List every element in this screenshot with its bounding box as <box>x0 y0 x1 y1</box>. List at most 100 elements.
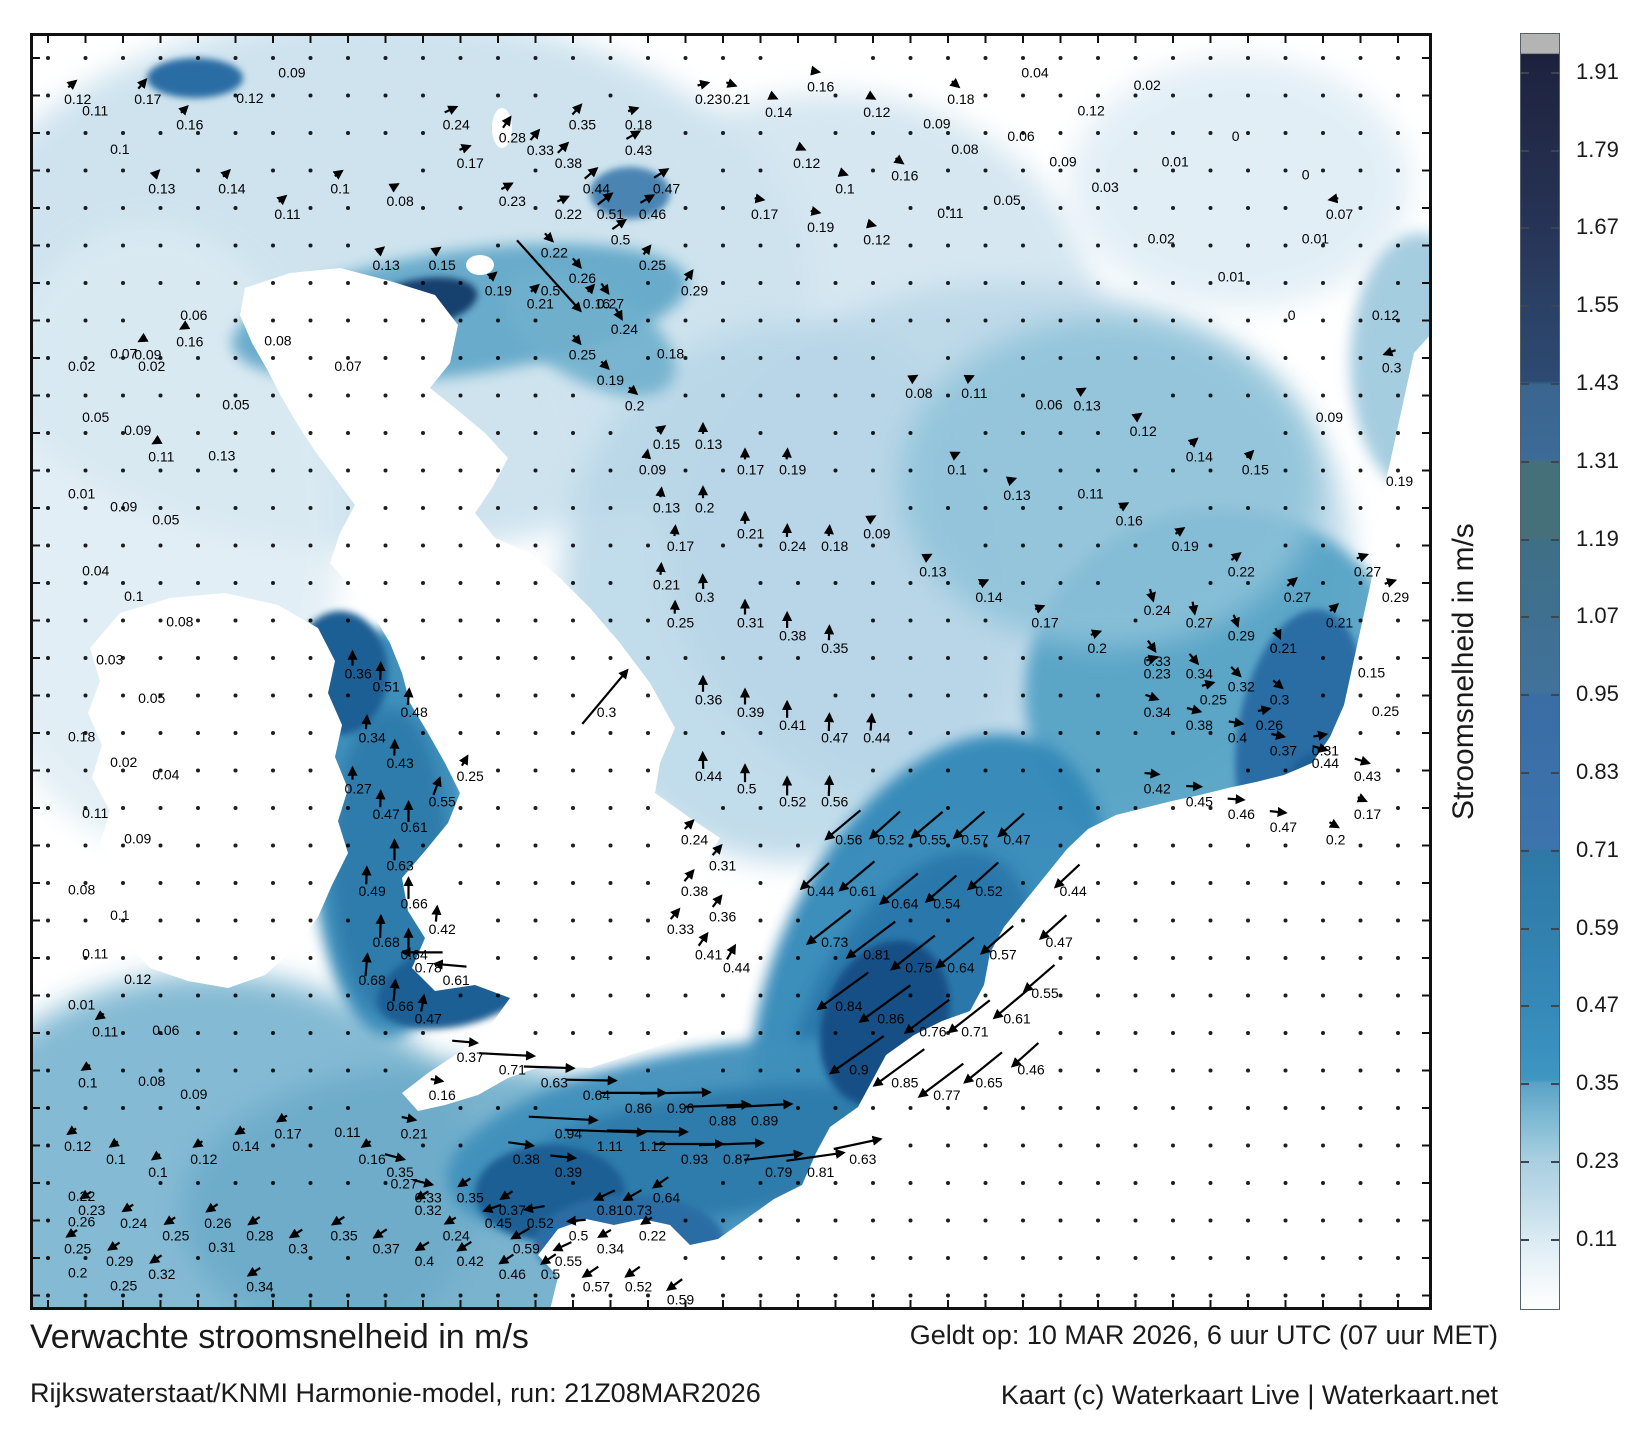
grid-dot <box>196 1293 200 1298</box>
speed-value: 0.13 <box>1074 398 1101 414</box>
grid-dot <box>496 656 500 660</box>
grid-dot <box>121 206 125 210</box>
current-arrow <box>627 384 639 396</box>
grid-dot <box>121 1106 125 1110</box>
grid-dot <box>1096 768 1100 773</box>
grid-dot <box>271 731 275 735</box>
grid-dot <box>646 731 650 735</box>
grid-dot <box>271 1143 275 1148</box>
grid-dot <box>83 618 88 623</box>
grid-dot <box>571 1293 575 1298</box>
speed-value: 0.39 <box>737 704 764 720</box>
grid-dot <box>46 1293 50 1298</box>
grid-dot <box>758 806 763 810</box>
grid-dot <box>158 131 163 135</box>
grid-dot <box>1396 1181 1400 1185</box>
current-arrow <box>824 624 835 641</box>
speed-value: 0.86 <box>625 1100 652 1116</box>
grid-dot <box>1208 506 1213 510</box>
grid-dot <box>1171 393 1175 398</box>
grid-dot <box>608 1031 613 1035</box>
current-arrow <box>697 750 709 769</box>
grid-dot <box>83 581 88 585</box>
speed-value: 0.66 <box>401 896 428 912</box>
speed-value: 0.13 <box>919 564 946 580</box>
speed-value: 0.1 <box>110 141 130 157</box>
current-arrow <box>1186 781 1204 792</box>
grid-dot <box>346 993 350 998</box>
speed-value: 0.21 <box>653 576 680 592</box>
speed-value: 0.36 <box>345 666 372 682</box>
grid-dot <box>571 393 575 398</box>
grid-dot <box>158 768 163 773</box>
grid-dot <box>1283 1256 1288 1260</box>
grid-dot <box>46 993 50 998</box>
grid-dot <box>608 1293 613 1298</box>
grid-dot <box>1021 93 1025 98</box>
grid-dot <box>383 543 388 548</box>
grid-dot <box>1283 1218 1288 1223</box>
current-arrow <box>375 660 386 681</box>
grid-dot <box>383 56 388 60</box>
grid-dot <box>758 881 763 885</box>
grid-dot <box>271 693 275 698</box>
current-arrow <box>443 1215 457 1225</box>
grid-dot <box>1396 918 1400 923</box>
colorbar-tick-label: 0.95 <box>1576 681 1619 707</box>
grid-dot <box>1208 1181 1213 1185</box>
speed-value: 0.12 <box>64 1138 91 1154</box>
current-arrow <box>1201 679 1216 690</box>
speed-value: 0.16 <box>359 1151 386 1167</box>
grid-dot <box>121 581 125 585</box>
grid-dot <box>796 1218 800 1223</box>
grid-dot <box>796 918 800 923</box>
current-arrow <box>1131 412 1143 423</box>
speed-value: 0.94 <box>555 1126 582 1142</box>
speed-value: 0.02 <box>138 358 165 374</box>
grid-dot <box>496 93 500 98</box>
grid-dot <box>796 1293 800 1298</box>
grid-dot <box>46 1218 50 1223</box>
grid-dot <box>1396 93 1400 98</box>
grid-dot <box>158 243 163 248</box>
grid-dot <box>121 843 125 848</box>
grid-dot <box>871 468 875 473</box>
grid-dot <box>1096 693 1100 698</box>
grid-dot <box>571 543 575 548</box>
grid-dot <box>46 206 50 210</box>
current-arrow <box>1286 577 1298 588</box>
grid-dot <box>421 506 425 510</box>
speed-value: 0.33 <box>415 1189 442 1205</box>
grid-dot <box>1133 281 1138 285</box>
current-arrows <box>65 65 1398 1291</box>
grid-dot <box>608 543 613 548</box>
grid-dot <box>608 93 613 98</box>
grid-dot <box>46 881 50 885</box>
grid-dot <box>196 243 200 248</box>
speed-value: 0.56 <box>821 793 848 809</box>
speed-value: 0.05 <box>222 396 249 412</box>
speed-value: 0.07 <box>1326 206 1353 222</box>
current-arrow <box>824 809 862 841</box>
grid-dot <box>233 656 238 660</box>
grid-dot <box>1171 956 1175 960</box>
speed-value: 0.05 <box>993 192 1020 208</box>
grid-dot <box>308 543 313 548</box>
speed-value: 0.35 <box>330 1228 357 1244</box>
grid-dot <box>1283 1181 1288 1185</box>
grid-dot <box>1021 1106 1025 1110</box>
current-arrow <box>1188 601 1199 616</box>
grid-dot <box>308 1293 313 1298</box>
speed-value: 0.26 <box>68 1214 95 1230</box>
speed-value: 0.3 <box>597 704 617 720</box>
grid-dot <box>421 731 425 735</box>
grid-dot <box>271 356 275 360</box>
grid-dot <box>908 1256 913 1260</box>
grid-dot <box>271 131 275 135</box>
grid-dot <box>833 1106 838 1110</box>
grid-dot <box>1208 281 1213 285</box>
grid-dot <box>946 693 950 698</box>
grid-dot <box>683 318 688 323</box>
grid-dot <box>1058 1068 1063 1073</box>
grid-dot <box>196 731 200 735</box>
